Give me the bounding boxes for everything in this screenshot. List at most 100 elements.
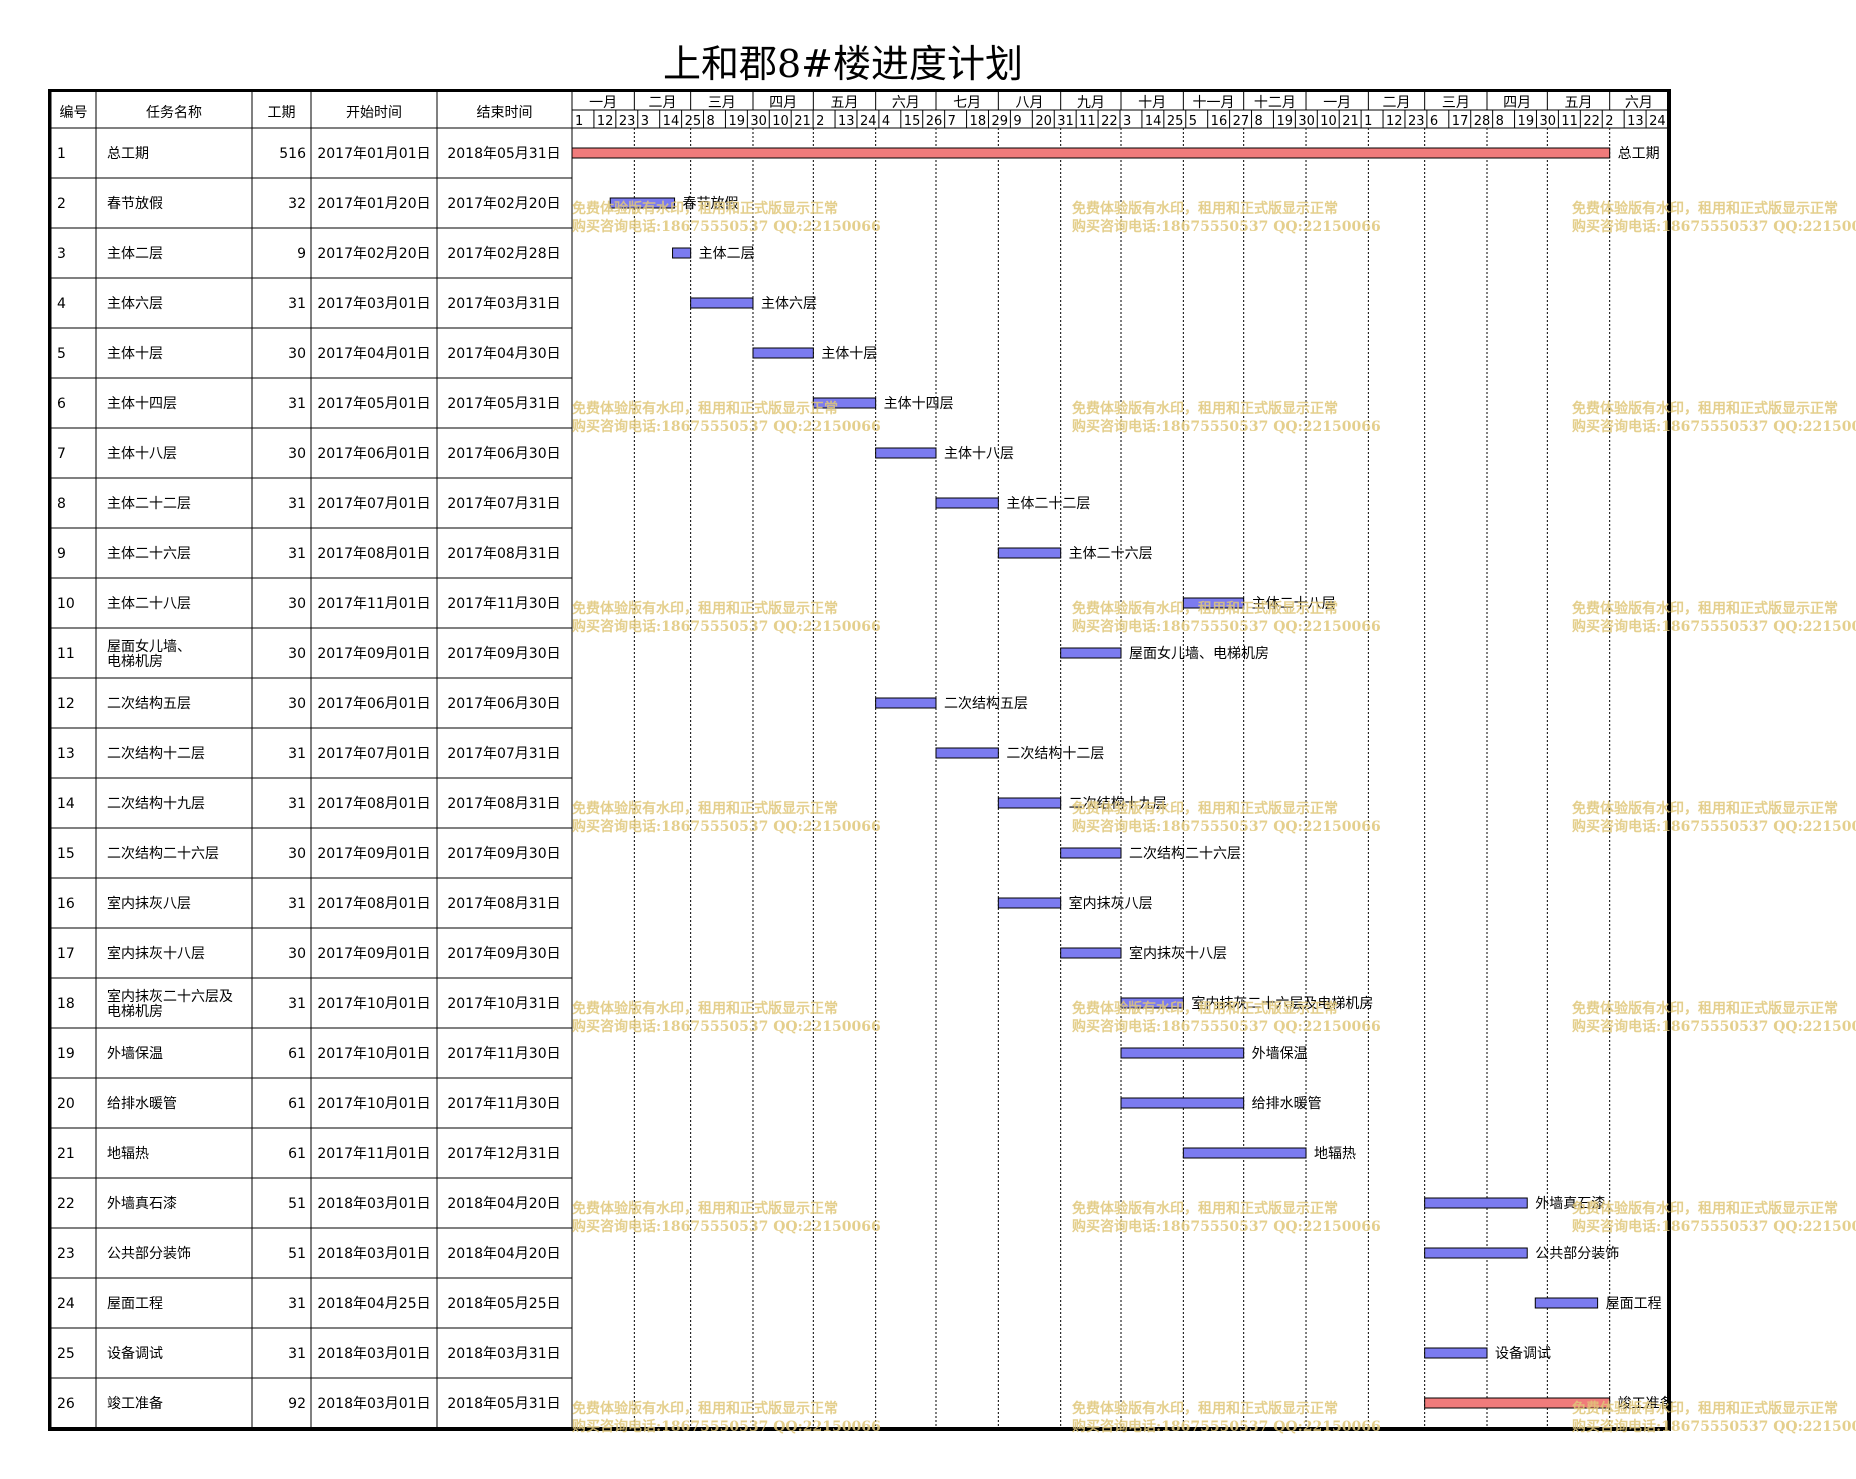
- task-end: 2017年06月30日: [447, 446, 560, 462]
- task-id: 23: [57, 1246, 75, 1262]
- gantt-bar-label: 地辐热: [1314, 1146, 1356, 1162]
- day-tick-label: 1: [575, 114, 583, 129]
- task-duration: 30: [288, 696, 306, 712]
- task-end: 2018年05月31日: [447, 146, 560, 162]
- watermark-line-2: 购买咨询电话:18675550537 QQ:22150066: [1072, 1218, 1381, 1235]
- day-tick-label: 10: [772, 114, 789, 129]
- day-tick-label: 11: [1561, 114, 1578, 129]
- day-tick-label: 31: [1057, 114, 1074, 129]
- watermark-line-1: 免费体验版有水印，租用和正式版显示正常: [1072, 200, 1338, 217]
- task-duration: 51: [288, 1196, 306, 1212]
- task-end: 2017年05月31日: [447, 396, 560, 412]
- day-tick-label: 12: [597, 114, 614, 129]
- gantt-bar-label: 主体二十二层: [1006, 496, 1090, 512]
- watermark-line-2: 购买咨询电话:18675550537 QQ:22150066: [572, 618, 881, 635]
- watermark-line-1: 免费体验版有水印，租用和正式版显示正常: [572, 800, 838, 817]
- day-tick-label: 1: [1364, 114, 1372, 129]
- task-start: 2018年03月01日: [317, 1346, 430, 1362]
- month-label: 三月: [708, 95, 736, 111]
- task-start: 2017年10月01日: [317, 996, 430, 1012]
- gantt-bar-label: 给排水暖管: [1252, 1096, 1322, 1112]
- task-end: 2018年05月31日: [447, 1396, 560, 1412]
- task-start: 2017年10月01日: [317, 1046, 430, 1062]
- day-tick-label: 22: [1583, 114, 1600, 129]
- day-tick-label: 22: [1101, 114, 1118, 129]
- task-name: 室内抹灰十八层: [107, 945, 205, 962]
- watermark-line-1: 免费体验版有水印，租用和正式版显示正常: [1572, 1200, 1838, 1217]
- gantt-bar: [1120, 1097, 1245, 1109]
- day-tick-label: 18: [970, 114, 987, 129]
- task-duration: 31: [288, 996, 306, 1012]
- task-end: 2017年06月30日: [447, 696, 560, 712]
- task-duration: 32: [288, 196, 306, 212]
- task-start: 2017年06月01日: [317, 696, 430, 712]
- task-id: 24: [57, 1296, 75, 1312]
- gantt-bar: [1424, 1247, 1528, 1259]
- day-tick-label: 3: [1123, 114, 1131, 129]
- watermark-line-2: 购买咨询电话:18675550537 QQ:22150066: [1072, 218, 1381, 235]
- task-name: 二次结构十二层: [107, 746, 205, 762]
- watermark-line-2: 购买咨询电话:18675550537 QQ:22150066: [1072, 1418, 1381, 1435]
- gantt-bar: [752, 347, 814, 359]
- task-duration: 31: [288, 1296, 306, 1312]
- task-id: 18: [57, 996, 75, 1012]
- day-tick-label: 5: [1189, 114, 1197, 129]
- task-duration: 31: [288, 296, 306, 312]
- task-name: 屋面女儿墙、: [107, 638, 191, 655]
- gantt-bar: [812, 397, 877, 409]
- day-tick-label: 30: [750, 114, 767, 129]
- watermark-line-1: 免费体验版有水印，租用和正式版显示正常: [1072, 1200, 1338, 1217]
- watermark-line-2: 购买咨询电话:18675550537 QQ:22150066: [1572, 1418, 1856, 1435]
- day-tick-label: 9: [1013, 114, 1021, 129]
- header-duration: 工期: [268, 105, 296, 121]
- task-end: 2017年03月31日: [447, 296, 560, 312]
- gantt-bar: [1424, 1197, 1528, 1209]
- task-duration: 30: [288, 596, 306, 612]
- task-end: 2017年07月31日: [447, 496, 560, 512]
- gantt-bar: [1182, 597, 1245, 609]
- task-id: 15: [57, 846, 75, 862]
- task-id: 5: [57, 346, 66, 362]
- task-id: 2: [57, 196, 66, 212]
- task-id: 17: [57, 946, 75, 962]
- task-id: 11: [57, 646, 75, 662]
- gantt-bar: [875, 697, 937, 709]
- task-duration: 30: [288, 346, 306, 362]
- task-name: 地辐热: [107, 1146, 149, 1162]
- task-id: 25: [57, 1346, 75, 1362]
- task-duration: 30: [288, 446, 306, 462]
- watermark-line-1: 免费体验版有水印，租用和正式版显示正常: [1572, 1400, 1838, 1417]
- month-label: 一月: [1323, 95, 1351, 111]
- watermark-line-1: 免费体验版有水印，租用和正式版显示正常: [1572, 400, 1838, 417]
- task-start: 2017年04月01日: [317, 346, 430, 362]
- task-duration: 31: [288, 896, 306, 912]
- gantt-bar: [1120, 997, 1184, 1009]
- gantt-bar: [1120, 1047, 1245, 1059]
- watermark-line-1: 免费体验版有水印，租用和正式版显示正常: [1072, 1400, 1338, 1417]
- day-tick-label: 4: [882, 114, 890, 129]
- day-tick-label: 23: [1408, 114, 1425, 129]
- day-tick-label: 17: [1452, 114, 1469, 129]
- watermark-line-2: 购买咨询电话:18675550537 QQ:22150066: [1572, 818, 1856, 835]
- task-id: 3: [57, 246, 66, 262]
- watermark-line-2: 购买咨询电话:18675550537 QQ:22150066: [1072, 618, 1381, 635]
- day-tick-label: 15: [904, 114, 921, 129]
- task-name: 春节放假: [107, 196, 163, 212]
- gantt-bar-label: 外墙保温: [1252, 1046, 1308, 1062]
- watermark-line-1: 免费体验版有水印，租用和正式版显示正常: [572, 600, 838, 617]
- task-name: 二次结构十九层: [107, 796, 205, 812]
- task-id: 14: [57, 796, 75, 812]
- task-id: 10: [57, 596, 75, 612]
- task-start: 2017年01月20日: [317, 196, 430, 212]
- task-start: 2018年03月01日: [317, 1396, 430, 1412]
- task-duration: 61: [288, 1096, 306, 1112]
- task-name: 总工期: [107, 146, 149, 162]
- day-tick-label: 21: [1342, 114, 1359, 129]
- gantt-bar-label: 主体十层: [821, 346, 877, 362]
- gantt-bar: [1060, 947, 1122, 959]
- watermark-line-1: 免费体验版有水印，租用和正式版显示正常: [1572, 1000, 1838, 1017]
- header-end: 结束时间: [477, 105, 533, 121]
- gantt-bar-label: 主体六层: [761, 296, 817, 312]
- task-id: 7: [57, 446, 66, 462]
- task-end: 2017年02月28日: [447, 246, 560, 262]
